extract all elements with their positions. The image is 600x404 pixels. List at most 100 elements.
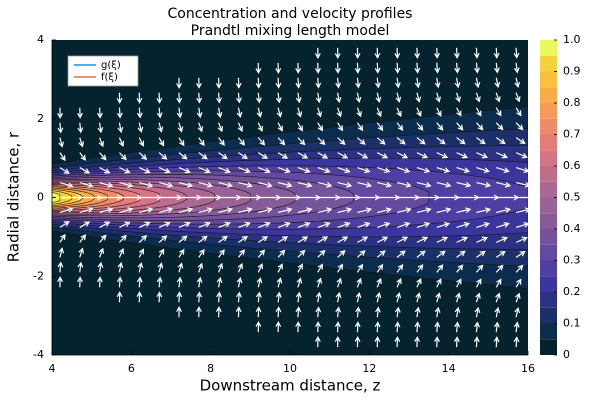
legend-label: g(ξ) (101, 60, 121, 71)
quiver-arrow (57, 107, 63, 119)
quiver-arrow (157, 262, 164, 273)
quiver-arrow (337, 122, 344, 132)
quiver-arrow (276, 107, 283, 118)
y-tick-label: -2 (33, 269, 44, 282)
quiver-arrow (57, 122, 64, 134)
colorbar-tick-label: 0.2 (563, 285, 581, 298)
quiver-arrow (236, 107, 243, 118)
quiver-arrow (176, 92, 183, 104)
quiver-arrow (215, 77, 222, 89)
quiver-arrow (79, 234, 87, 243)
quiver-arrow (396, 152, 409, 159)
quiver-arrow (216, 291, 222, 303)
quiver-arrow (79, 207, 94, 214)
quiver-arrow (337, 137, 346, 145)
quiver-arrow (295, 306, 302, 318)
quiver-arrow (59, 207, 74, 214)
quiver-arrow (275, 92, 282, 104)
colorbar-tick-label: 0.9 (563, 65, 581, 78)
quiver-arrow (119, 221, 131, 228)
quiver-arrow (317, 249, 326, 258)
colorbar-band (540, 213, 557, 229)
quiver-arrow (136, 107, 143, 119)
quiver-arrow (176, 77, 182, 89)
quiver-arrow (357, 236, 369, 243)
quiver-arrow (475, 278, 482, 288)
quiver-arrow (337, 167, 351, 174)
y-tick-label: -4 (33, 348, 44, 361)
quiver-arrow (78, 247, 85, 258)
x-tick-label: 10 (283, 362, 297, 375)
quiver-arrow (514, 306, 521, 318)
quiver-arrow (354, 62, 361, 74)
quiver-arrow (416, 207, 432, 214)
y-tick-label: 4 (37, 33, 44, 46)
colorbar-tick-label: 0.3 (563, 254, 581, 267)
quiver-arrow (375, 77, 381, 89)
quiver-arrow (356, 263, 364, 273)
quiver-arrow (119, 181, 134, 188)
quiver-arrow (176, 291, 183, 303)
colorbar-band (540, 87, 557, 103)
quiver-arrow (335, 306, 342, 318)
quiver-arrow (99, 234, 107, 243)
quiver-arrow (436, 264, 444, 273)
quiver-arrow (416, 250, 426, 258)
quiver-arrow (317, 181, 333, 188)
quiver-arrow (496, 236, 508, 243)
quiver-arrow (337, 207, 353, 214)
quiver-arrow (337, 263, 344, 273)
quiver-arrow (297, 122, 303, 132)
quiver-arrow (116, 276, 123, 288)
quiver-arrow (197, 122, 204, 133)
quiver-arrow (138, 152, 148, 160)
quiver-arrow (376, 152, 389, 159)
quiver-arrow (454, 62, 461, 74)
quiver-arrow (99, 167, 111, 174)
quiver-arrow (96, 107, 103, 119)
quiver-arrow (198, 152, 208, 160)
quiver-arrow (314, 335, 321, 348)
quiver-arrow (436, 181, 452, 188)
quiver-arrow (237, 262, 244, 273)
quiver-arrow (236, 291, 242, 303)
quiver-arrow (375, 306, 381, 318)
colorbar-band (540, 260, 557, 277)
quiver-arrow (275, 62, 282, 74)
quiver-arrow (396, 137, 406, 145)
quiver-arrow (275, 77, 282, 89)
quiver-arrow (394, 47, 401, 59)
quiver-arrow (356, 122, 364, 132)
quiver-arrow (258, 167, 271, 174)
quiver-arrow (456, 236, 469, 243)
quiver-arrow (236, 277, 243, 288)
quiver-arrow (335, 77, 342, 89)
quiver-arrow (515, 250, 526, 258)
quiver-arrow (416, 264, 424, 273)
quiver-arrow (178, 167, 191, 174)
quiver-arrow (515, 167, 528, 173)
quiver-arrow (394, 77, 401, 89)
quiver-arrow (277, 249, 286, 258)
quiver-arrow (99, 207, 114, 214)
quiver-arrow (436, 137, 446, 145)
quiver-arrow (495, 92, 501, 103)
quiver-arrow (357, 221, 371, 228)
quiver-arrow (377, 167, 391, 174)
quiver-arrow (515, 264, 524, 273)
quiver-arrow (79, 152, 87, 161)
quiver-arrow (376, 236, 389, 243)
quiver-arrow (496, 222, 510, 228)
quiver-arrow (297, 249, 306, 258)
quiver-arrow (515, 137, 526, 145)
quiver-arrow (436, 250, 446, 258)
quiver-arrow (195, 77, 202, 89)
quiver-arrow (79, 181, 94, 188)
quiver-arrow (195, 306, 202, 318)
quiver-arrow (295, 291, 302, 303)
quiver-arrow (414, 62, 421, 74)
quiver-arrow (317, 167, 331, 174)
colorbar-band (540, 229, 557, 245)
quiver-arrow (416, 181, 432, 188)
